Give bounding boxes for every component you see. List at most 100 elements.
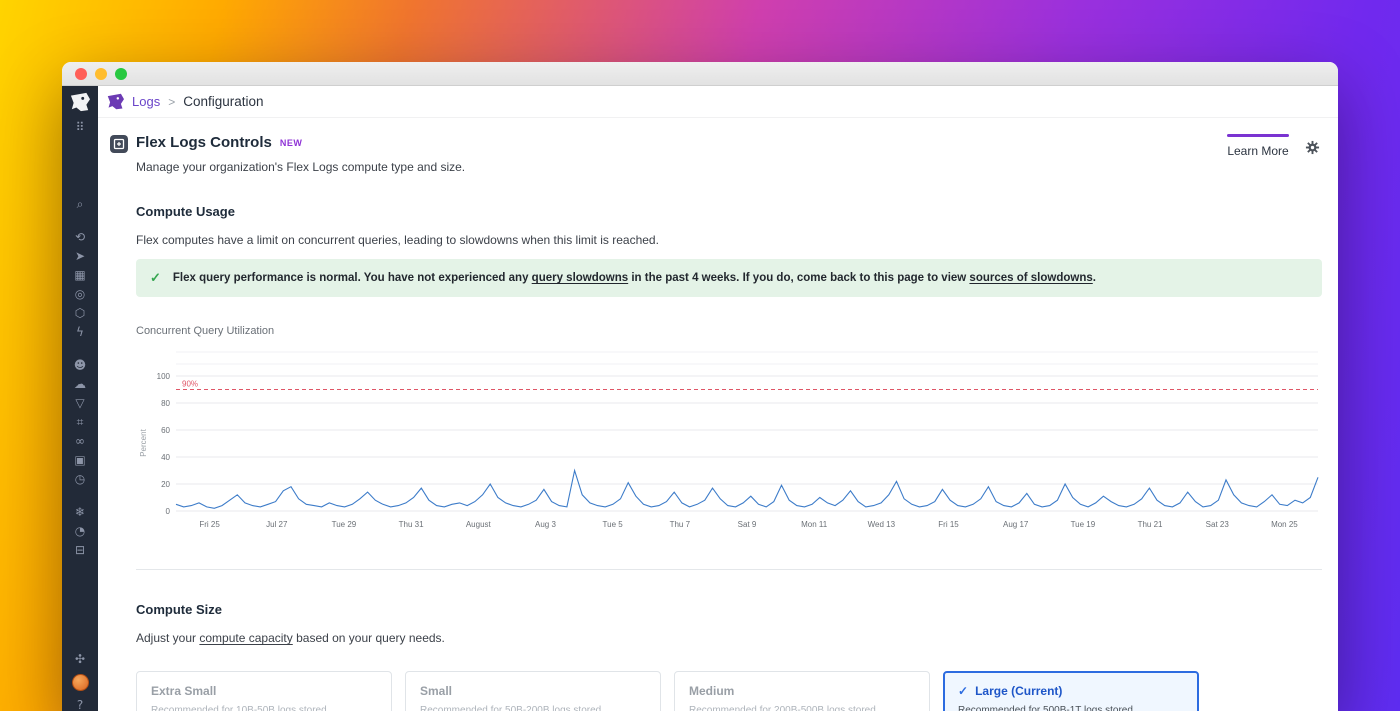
cloud-icon[interactable]: ☁ <box>74 377 86 391</box>
svg-text:0: 0 <box>166 507 171 516</box>
page-subtitle: Manage your organization's Flex Logs com… <box>136 160 466 174</box>
text-segment: in the past 4 weeks. If you do, come bac… <box>628 272 970 284</box>
close-window-button[interactable] <box>75 67 87 80</box>
compute-size-card-extra-small[interactable]: Extra Small Recommended for 10B-50B logs … <box>136 671 392 711</box>
breadcrumb-current-page: Configuration <box>183 94 264 109</box>
integrations-icon[interactable]: ⬡ <box>74 306 86 320</box>
learn-more-label: Learn More <box>1227 144 1289 158</box>
svg-text:90%: 90% <box>182 380 198 389</box>
datadog-logs-icon[interactable]: ⊟ <box>74 543 86 557</box>
utilization-chart: 0 20 40 60 80 100 90% Fri 25 Jul 27 Tue 29 Thu 31 A… <box>136 343 1322 535</box>
text-segment: Flex query performance is normal. You ha… <box>172 272 532 284</box>
svg-text:Tue 19: Tue 19 <box>1071 520 1096 529</box>
user-avatar[interactable] <box>71 674 89 691</box>
card-title: Large (Current) <box>975 684 1063 698</box>
link-query-slowdowns[interactable]: query slowdowns <box>531 272 629 284</box>
watchdog-icon[interactable]: ◎ <box>74 287 86 301</box>
svg-text:Thu 21: Thu 21 <box>1138 520 1163 529</box>
text-segment: Adjust your <box>136 631 200 645</box>
zoom-window-button[interactable] <box>115 67 127 80</box>
history-icon[interactable]: ⟲ <box>74 230 86 244</box>
learn-more-accent-bar <box>1227 134 1289 137</box>
gauge-icon[interactable]: ◔ <box>74 524 86 538</box>
help-icon[interactable]: ? <box>76 698 84 711</box>
svg-text:Tue 29: Tue 29 <box>332 520 357 529</box>
sidebar-icon-group: ⟲ ➤ ▦ ◎ ⬡ ϟ <box>71 228 89 342</box>
bug-icon[interactable]: ✣ <box>74 652 86 666</box>
synthetics-icon[interactable]: ◷ <box>74 472 86 486</box>
events-icon[interactable]: ϟ <box>76 325 84 339</box>
window-titlebar <box>62 62 1338 86</box>
page-title: Flex Logs Controls <box>136 134 272 151</box>
settings-icon[interactable]: ❄ <box>74 505 86 519</box>
sidebar-icon-group: ⠿ <box>71 118 89 137</box>
rum-icon[interactable]: ☻ <box>73 358 87 372</box>
link-compute-capacity[interactable]: compute capacity <box>199 631 293 645</box>
svg-text:Fri 15: Fri 15 <box>938 520 959 529</box>
sidebar-icon-group: ☻ ☁ ▽ ⌗ ∞ ▣ ◷ <box>71 356 89 489</box>
app-sidebar: ⠿ ⌕ ⟲ ➤ ▦ ◎ ⬡ ϟ ☻ ☁ ▽ ⌗ ∞ ▣ ◷ ❄ ◔ ⊟ ✣? <box>62 86 98 711</box>
svg-text:Sat 23: Sat 23 <box>1206 520 1230 529</box>
svg-text:Tue 5: Tue 5 <box>603 520 624 529</box>
check-icon: ✓ <box>150 270 161 285</box>
card-title: Medium <box>689 684 735 698</box>
success-banner: ✓ Flex query performance is normal. You … <box>136 259 1322 297</box>
compute-size-heading: Compute Size <box>136 602 222 617</box>
svg-text:60: 60 <box>161 426 170 435</box>
banner-text: Flex query performance is normal. You ha… <box>173 272 1096 284</box>
svg-text:40: 40 <box>161 453 170 462</box>
app-window: ⠿ ⌕ ⟲ ➤ ▦ ◎ ⬡ ϟ ☻ ☁ ▽ ⌗ ∞ ▣ ◷ ❄ ◔ ⊟ ✣? Logs > Configurati… <box>62 62 1338 711</box>
selected-check-icon: ✓ <box>958 684 969 698</box>
card-subtitle: Recommended for 200B-500B logs stored <box>689 705 876 711</box>
text-segment: based on your query needs. <box>292 631 445 645</box>
security-icon[interactable]: ▣ <box>74 453 86 467</box>
svg-text:Aug 3: Aug 3 <box>535 520 556 529</box>
ci-icon[interactable]: ∞ <box>75 434 85 448</box>
learn-more-button[interactable]: Learn More <box>1227 134 1289 158</box>
settings-gear-icon[interactable] <box>1305 140 1320 160</box>
breadcrumb-separator: > <box>168 94 176 109</box>
svg-text:Percent: Percent <box>139 428 148 456</box>
svg-text:Fri 25: Fri 25 <box>199 520 220 529</box>
datadog-logo-icon[interactable] <box>69 92 91 112</box>
compute-usage-description: Flex computes have a limit on concurrent… <box>136 233 659 247</box>
compute-size-options: Extra Small Recommended for 10B-50B logs … <box>136 671 1322 711</box>
svg-text:Thu 7: Thu 7 <box>670 520 691 529</box>
card-title: Small <box>420 684 453 698</box>
svg-text:August: August <box>466 520 492 529</box>
compute-usage-heading: Compute Usage <box>136 204 235 219</box>
sidebar-icon-group: ⌕ <box>71 195 89 214</box>
svg-text:Mon 25: Mon 25 <box>1271 520 1298 529</box>
apps-grid-icon[interactable]: ⠿ <box>75 120 85 134</box>
flex-logs-icon <box>110 135 128 153</box>
card-subtitle: Recommended for 500B-1T logs stored <box>958 705 1133 711</box>
datadog-header-logo-icon[interactable] <box>106 93 125 110</box>
text-segment: . <box>1092 272 1096 284</box>
page-content: Flex Logs Controls NEW Manage your organ… <box>98 118 1338 711</box>
svg-text:20: 20 <box>161 480 170 489</box>
minimize-window-button[interactable] <box>95 67 107 80</box>
svg-text:Jul 27: Jul 27 <box>266 520 288 529</box>
card-subtitle: Recommended for 50B-200B logs stored <box>420 705 602 711</box>
svg-text:Sat 9: Sat 9 <box>738 520 757 529</box>
svg-text:Thu 31: Thu 31 <box>399 520 424 529</box>
breadcrumb: Logs > Configuration <box>98 86 1338 118</box>
svg-text:Wed 13: Wed 13 <box>868 520 896 529</box>
svg-text:80: 80 <box>161 399 170 408</box>
chart-title: Concurrent Query Utilization <box>136 325 275 337</box>
new-badge: NEW <box>279 137 303 148</box>
compute-size-card-medium[interactable]: Medium Recommended for 200B-500B logs sto… <box>674 671 930 711</box>
card-title: Extra Small <box>151 684 217 698</box>
sidebar-icon-group: ❄ ◔ ⊟ <box>71 503 89 560</box>
card-subtitle: Recommended for 10B-50B logs stored <box>151 705 327 711</box>
send-icon[interactable]: ➤ <box>74 249 86 263</box>
compute-size-card-large-current-[interactable]: ✓ Large (Current) Recommended for 500B-1T … <box>943 671 1199 711</box>
apm-icon[interactable]: ⌗ <box>76 415 84 429</box>
infrastructure-icon[interactable]: ▦ <box>74 268 86 282</box>
compute-size-card-small[interactable]: Small Recommended for 50B-200B logs store… <box>405 671 661 711</box>
search-icon[interactable]: ⌕ <box>76 197 84 211</box>
link-sources-of-slowdowns[interactable]: sources of slowdowns <box>969 272 1093 284</box>
svg-text:100: 100 <box>157 372 171 381</box>
breadcrumb-logs-link[interactable]: Logs <box>132 94 161 109</box>
logs-filter-icon[interactable]: ▽ <box>75 396 85 410</box>
